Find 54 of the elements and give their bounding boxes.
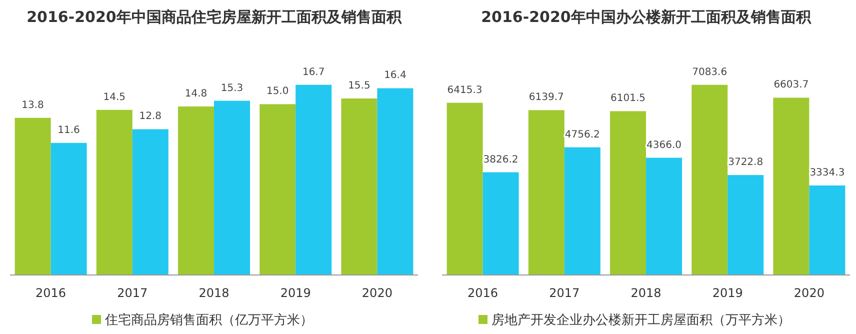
bar	[132, 129, 168, 275]
bar	[482, 172, 519, 275]
chart-title: 2016-2020年中国办公楼新开工面积及销售面积	[481, 8, 812, 26]
x-tick-label: 2019	[712, 286, 743, 300]
bar	[96, 110, 132, 275]
data-label: 14.8	[184, 88, 208, 100]
x-tick-label: 2019	[280, 286, 311, 300]
bar	[446, 102, 483, 275]
bar	[528, 110, 564, 275]
bar	[50, 142, 87, 275]
x-tick-label: 2017	[117, 286, 148, 300]
legend-label: 房地产开发企业办公楼新开工房屋面积（万平方米）	[492, 312, 790, 328]
chart-title: 2016-2020年中国商品住宅房屋新开工面积及销售面积	[26, 8, 402, 26]
bar	[260, 104, 296, 275]
data-label: 6415.3	[447, 84, 482, 96]
bar	[564, 147, 600, 275]
x-tick-label: 2020	[794, 286, 824, 300]
data-label: 16.4	[384, 70, 406, 82]
bar	[14, 118, 51, 275]
x-tick-label: 2018	[630, 286, 662, 300]
bar	[377, 88, 414, 275]
data-label: 15.5	[348, 80, 370, 92]
data-label: 15.3	[220, 82, 244, 94]
data-label: 13.8	[22, 100, 44, 111]
data-label: 4366.0	[646, 140, 682, 151]
data-label: 11.6	[58, 124, 80, 136]
data-label: 15.0	[266, 86, 289, 98]
bar	[610, 111, 646, 275]
data-label: 6101.5	[610, 93, 646, 104]
x-tick-label: 2017	[549, 286, 580, 300]
bar	[214, 100, 250, 275]
bar	[728, 175, 764, 275]
bar	[296, 84, 332, 275]
data-label: 12.8	[139, 111, 162, 122]
bar	[692, 84, 728, 275]
bar	[773, 98, 810, 275]
bar	[341, 98, 378, 275]
bar	[646, 158, 682, 275]
data-label: 6603.7	[774, 80, 809, 91]
data-label: 16.7	[302, 66, 325, 78]
bar	[178, 106, 214, 275]
data-label: 3334.3	[810, 167, 845, 178]
bar	[809, 185, 846, 275]
data-label: 14.5	[103, 92, 126, 103]
data-label: 3722.8	[728, 157, 764, 168]
data-label: 7083.6	[692, 66, 728, 78]
legend-label: 住宅商品房销售面积（亿万平方米）	[104, 312, 313, 328]
x-tick-label: 2016	[36, 286, 66, 300]
data-label: 4756.2	[564, 129, 600, 140]
x-tick-label: 2018	[198, 286, 230, 300]
data-label: 3826.2	[483, 154, 518, 166]
x-tick-label: 2016	[468, 286, 498, 300]
data-label: 6139.7	[528, 92, 564, 104]
x-tick-label: 2020	[362, 286, 392, 300]
